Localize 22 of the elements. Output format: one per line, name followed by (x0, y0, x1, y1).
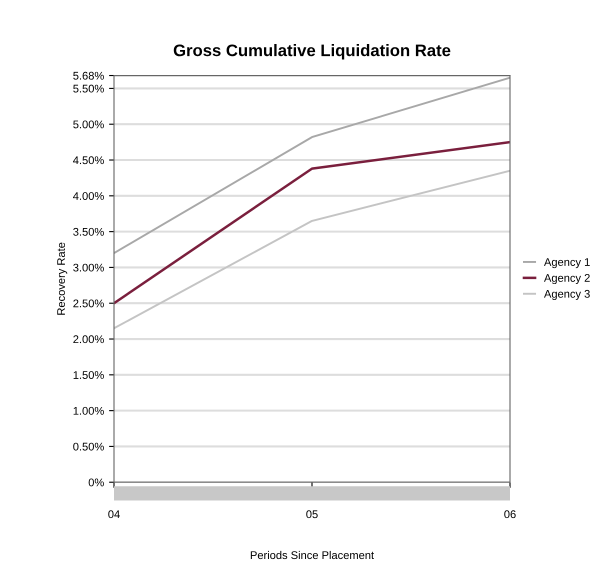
y-tick-label: 0.50% (73, 442, 104, 451)
y-tick-label: 3.50% (73, 228, 104, 236)
y-tick-label: 2.00% (73, 335, 104, 344)
y-tick-label: 0% (88, 478, 104, 486)
legend-label: Agency 3 (544, 290, 590, 300)
legend-label: Agency 1 (544, 258, 590, 268)
y-tick-label: 3.00% (73, 264, 104, 272)
y-tick-label: 5.68% (73, 72, 104, 80)
y-tick-label: 1.00% (74, 406, 104, 415)
x-tick-label: 04 (108, 510, 120, 518)
y-axis-title: Recovery Rate (57, 242, 68, 315)
y-tick-label: 1.50% (74, 371, 104, 379)
x-tick-label: 06 (504, 510, 516, 518)
y-tick-label: 5.50% (73, 84, 104, 93)
y-tick-label: 4.00% (73, 192, 104, 200)
x-tick-label: 05 (306, 510, 318, 518)
y-tick-label: 2.50% (73, 299, 104, 308)
y-tick-label: 4.50% (73, 156, 104, 164)
x-axis-title: Periods Since Placement (250, 550, 374, 560)
legend-label: Agency 2 (544, 274, 590, 284)
chart-title: Gross Cumulative Liquidation Rate (174, 44, 450, 60)
y-tick-label: 5.00% (73, 120, 104, 128)
